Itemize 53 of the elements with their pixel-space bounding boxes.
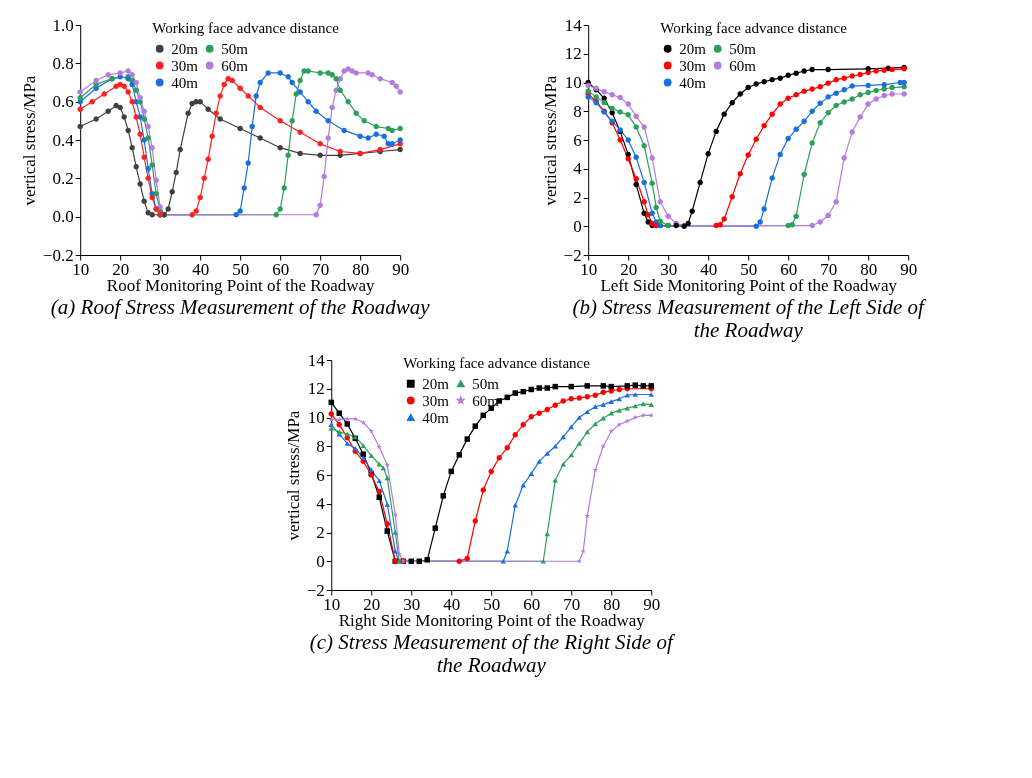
- legend-title: Working face advance distance: [660, 20, 848, 36]
- legend-title: Working face advance distance: [403, 355, 591, 371]
- y-tick-label: 6: [316, 465, 325, 485]
- legend-label: 60m: [729, 57, 757, 74]
- y-axis-title: vertical stress/MPa: [540, 75, 560, 206]
- y-tick-label: 2: [316, 523, 325, 542]
- y-tick-label: −2: [563, 245, 582, 265]
- legend-label: 20m: [679, 40, 707, 57]
- y-tick-label: 2: [573, 188, 582, 207]
- y-tick-label: 1.0: [52, 15, 74, 35]
- y-tick-label: 0.8: [52, 53, 74, 73]
- x-tick-label: 10: [72, 259, 90, 279]
- legend-label: 50m: [472, 375, 500, 392]
- text: (c) Stress Measurement of the Right Side of the Roadway: [309, 630, 676, 677]
- y-tick-label: 14: [564, 15, 583, 35]
- y-axis-title: vertical stress/MPa: [19, 75, 39, 206]
- legend-label: 60m: [221, 57, 249, 74]
- legend-label: 30m: [679, 57, 707, 74]
- y-tick-label: 14: [307, 350, 326, 370]
- y-tick-label: −2: [306, 580, 325, 600]
- y-tick-label: 4: [316, 494, 326, 514]
- y-tick-label: 12: [564, 44, 582, 64]
- legend-label: 40m: [679, 74, 707, 91]
- y-tick-label: 8: [573, 101, 582, 121]
- legend-label: 50m: [221, 40, 249, 57]
- y-tick-label: 8: [316, 436, 325, 456]
- y-tick-label: 6: [573, 130, 582, 150]
- legend-label: 30m: [422, 392, 450, 409]
- x-tick-label: 90: [392, 259, 410, 279]
- y-axis-title: vertical stress/MPa: [283, 410, 303, 541]
- y-tick-label: 0: [316, 551, 325, 571]
- legend-label: 20m: [171, 40, 199, 57]
- y-tick-label: 10: [307, 408, 325, 427]
- legend-label: 40m: [422, 409, 450, 426]
- legend-label: 30m: [171, 57, 199, 74]
- y-tick-label: 0.0: [52, 207, 74, 227]
- legend-label: 20m: [422, 375, 450, 392]
- legend-label: 50m: [729, 40, 757, 57]
- y-tick-label: 12: [307, 379, 325, 399]
- text: (b) Stress Measurement of the Left Side of the Roadway: [572, 295, 927, 342]
- x-tick-label: 90: [643, 594, 661, 614]
- legend-label: 60m: [472, 392, 500, 409]
- y-tick-label: 0.2: [52, 168, 74, 188]
- x-tick-label: 90: [900, 259, 918, 279]
- legend-label: 40m: [171, 74, 199, 91]
- y-tick-label: 0.6: [52, 92, 74, 112]
- y-tick-label: 0: [573, 216, 582, 236]
- y-tick-label: 4: [573, 159, 583, 179]
- y-tick-label: −0.2: [42, 245, 74, 265]
- text: (a) Roof Stress Measurement of the Roadway: [50, 295, 431, 319]
- legend-title: Working face advance distance: [152, 20, 340, 36]
- y-tick-label: 10: [564, 73, 582, 92]
- y-tick-label: 0.4: [52, 130, 75, 150]
